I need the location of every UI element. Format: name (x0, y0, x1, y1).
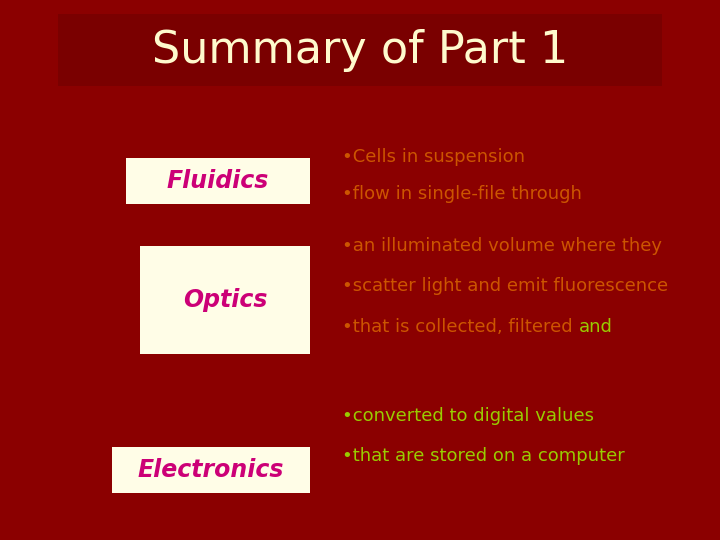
FancyBboxPatch shape (140, 246, 310, 354)
Text: •scatter light and emit fluorescence: •scatter light and emit fluorescence (342, 277, 668, 295)
Text: •Cells in suspension: •Cells in suspension (342, 147, 525, 166)
Text: •an illuminated volume where they: •an illuminated volume where they (342, 237, 662, 255)
Text: •flow in single-file through: •flow in single-file through (342, 185, 582, 204)
Text: •that are stored on a computer: •that are stored on a computer (342, 447, 625, 465)
Text: •converted to digital values: •converted to digital values (342, 407, 594, 425)
Text: Fluidics: Fluidics (166, 169, 269, 193)
Text: Optics: Optics (183, 288, 267, 312)
Text: •that is collected, filtered: •that is collected, filtered (342, 318, 578, 336)
Text: Electronics: Electronics (138, 458, 284, 482)
FancyBboxPatch shape (126, 158, 310, 204)
Text: Summary of Part 1: Summary of Part 1 (152, 29, 568, 72)
Text: and: and (578, 318, 612, 336)
FancyBboxPatch shape (112, 447, 310, 492)
FancyBboxPatch shape (58, 14, 662, 86)
